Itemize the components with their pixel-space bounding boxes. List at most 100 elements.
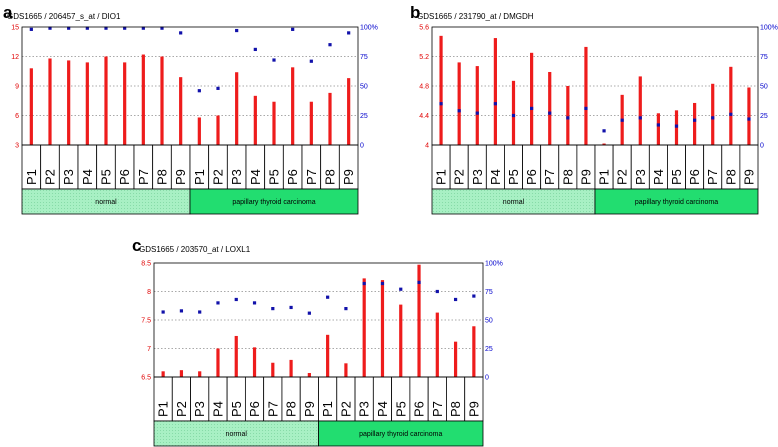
sample-label: P9 — [341, 169, 356, 185]
group-label: papillary thyroid carcinoma — [359, 431, 442, 438]
bar — [693, 102, 697, 145]
group-bar — [318, 420, 484, 447]
sample-label: P2 — [615, 169, 630, 185]
rank-marker — [729, 112, 733, 116]
sample-label: P3 — [357, 401, 372, 417]
y2-tick-label: 100% — [485, 261, 503, 268]
bar — [67, 60, 71, 145]
rank-marker — [457, 109, 461, 113]
sample-label: P7 — [136, 169, 151, 185]
y2-tick-label: 100% — [360, 25, 378, 32]
sample-label: P7 — [705, 169, 720, 185]
y2-tick-label: 100% — [760, 25, 778, 32]
y2-tick-label: 0 — [485, 375, 489, 382]
rank-marker — [566, 116, 570, 120]
sample-label: P6 — [117, 169, 132, 185]
y-tick-label: 3 — [15, 143, 19, 150]
sample-label: P2 — [174, 401, 189, 417]
bar — [85, 62, 89, 145]
bar — [216, 115, 220, 145]
bar — [252, 347, 257, 377]
sample-label: P2 — [211, 169, 226, 185]
bar — [435, 312, 439, 377]
sample-label: P5 — [393, 401, 408, 417]
sample-label: P7 — [265, 401, 280, 417]
rank-marker — [435, 289, 439, 294]
group-label: papillary thyroid carcinoma — [635, 199, 718, 206]
sample-label: P6 — [524, 169, 539, 185]
sample-label: P5 — [267, 169, 282, 185]
bar — [638, 76, 642, 145]
rank-marker — [179, 309, 184, 313]
rank-marker — [362, 281, 366, 286]
group-bar — [431, 188, 596, 215]
sample-label: P1 — [192, 169, 207, 185]
rank-marker — [289, 305, 293, 310]
sample-label: P7 — [304, 169, 319, 185]
y-tick-label: 6.5 — [141, 375, 151, 382]
sample-label: P3 — [192, 401, 207, 417]
sample-label: P9 — [173, 169, 188, 185]
plot-frame — [153, 262, 484, 378]
bar — [197, 117, 201, 145]
y2-tick-label: 50 — [360, 84, 368, 91]
bar — [475, 66, 479, 145]
bar — [566, 86, 570, 145]
sample-label: P8 — [560, 169, 575, 185]
y-tick-label: 5.6 — [419, 25, 429, 32]
sample-label: P3 — [470, 169, 485, 185]
sample-label: P6 — [687, 169, 702, 185]
sample-label: P2 — [452, 169, 467, 185]
rank-marker — [160, 26, 164, 30]
bar — [399, 304, 403, 377]
rank-marker — [272, 58, 276, 62]
rank-marker — [216, 301, 220, 305]
bar — [179, 370, 184, 377]
rank-marker — [693, 118, 697, 122]
bar — [362, 278, 366, 377]
bar — [417, 264, 421, 377]
rank-marker — [216, 86, 220, 90]
bar — [198, 371, 202, 377]
y-tick-label: 4.8 — [419, 84, 429, 91]
sample-label: P5 — [229, 401, 244, 417]
sample-label: P9 — [741, 169, 756, 185]
sample-label: P5 — [669, 169, 684, 185]
y2-tick-label: 0 — [360, 143, 364, 150]
rank-marker — [309, 59, 313, 63]
bar — [289, 359, 293, 377]
bar — [291, 67, 295, 145]
bar — [457, 62, 461, 145]
rank-marker — [347, 31, 351, 35]
rank-marker — [85, 26, 89, 30]
bar — [584, 46, 588, 145]
bar — [729, 66, 733, 145]
rank-marker — [511, 113, 516, 118]
sample-label: P8 — [284, 401, 299, 417]
group-label: normal — [95, 199, 117, 206]
sample-label: P8 — [155, 169, 170, 185]
y2-tick-label: 75 — [760, 54, 768, 61]
sample-label: P6 — [412, 401, 427, 417]
sample-label: P6 — [247, 401, 262, 417]
rank-marker — [472, 294, 476, 298]
bar — [711, 83, 715, 145]
y-tick-label: 4.4 — [419, 113, 429, 120]
bar — [344, 363, 348, 377]
bar — [493, 38, 497, 145]
bar — [307, 373, 311, 377]
y-tick-label: 15 — [11, 25, 19, 32]
group-bar — [21, 188, 191, 215]
bar — [380, 280, 385, 377]
sample-label: P5 — [99, 169, 114, 185]
sample-label: P8 — [448, 401, 463, 417]
rank-marker — [253, 47, 257, 52]
rank-marker — [197, 89, 201, 93]
bar — [347, 78, 351, 145]
group-label: papillary thyroid carcinoma — [232, 199, 315, 206]
rank-marker — [179, 31, 183, 35]
bar — [511, 80, 516, 145]
rank-marker — [252, 301, 257, 305]
